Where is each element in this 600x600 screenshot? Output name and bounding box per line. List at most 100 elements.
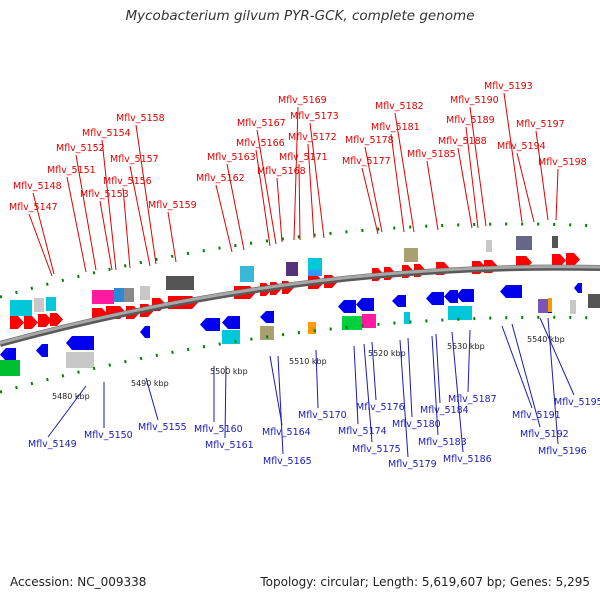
feature-box	[92, 290, 114, 304]
gene-label-mflv-5159: Mflv_5159	[148, 200, 197, 211]
reverse-gene-arrow	[222, 316, 240, 329]
gene-label-mflv-5187: Mflv_5187	[448, 394, 497, 405]
feature-box	[404, 248, 418, 262]
feature-box	[240, 266, 254, 282]
feature-box	[260, 326, 274, 340]
leader-line	[539, 317, 575, 396]
leader-line	[426, 160, 439, 231]
leader-line	[224, 365, 227, 439]
reverse-gene-arrow	[392, 295, 406, 307]
gene-label-mflv-5198: Mflv_5198	[538, 157, 587, 168]
leader-line	[277, 355, 284, 455]
leader-line	[75, 154, 97, 271]
forward-gene-arrow	[566, 253, 580, 266]
scale-label: 5510 kbp	[289, 357, 327, 366]
leader-line	[361, 167, 379, 235]
gene-label-mflv-5153: Mflv_5153	[80, 189, 129, 200]
reverse-gene-arrow	[356, 298, 374, 311]
gene-label-mflv-5152: Mflv_5152	[56, 143, 105, 154]
gene-labels: 5480 kbp 5490 kbp 5500 kbp 5510 kbp 5520 kbp…	[9, 81, 600, 470]
scale-label: 5490 kbp	[131, 379, 169, 388]
leader-line	[122, 187, 131, 269]
gene-label-mflv-5194: Mflv_5194	[497, 141, 546, 152]
leader-line	[555, 168, 559, 221]
leader-line	[66, 176, 87, 273]
feature-box	[538, 299, 548, 313]
gene-label-mflv-5171: Mflv_5171	[279, 152, 328, 163]
genome-summary: Topology: circular; Length: 5,619,607 bp…	[260, 575, 590, 589]
feature-box	[46, 297, 56, 311]
feature-box	[124, 288, 134, 302]
gene-label-mflv-5181: Mflv_5181	[371, 122, 420, 133]
leader-line	[255, 149, 271, 247]
scale-label: 5520 kbp	[368, 349, 406, 358]
leader-line	[226, 163, 245, 251]
gene-label-mflv-5176: Mflv_5176	[356, 402, 405, 413]
reverse-gene-arrow	[36, 344, 48, 357]
genome-backbone	[0, 222, 600, 394]
leader-line	[99, 200, 113, 271]
feature-box	[570, 300, 576, 314]
reverse-gene-arrow	[0, 348, 16, 361]
gene-label-mflv-5173: Mflv_5173	[290, 111, 339, 122]
leader-line	[135, 124, 157, 265]
gene-label-mflv-5162: Mflv_5162	[196, 173, 245, 184]
gene-label-mflv-5196: Mflv_5196	[538, 446, 587, 457]
gene-label-mflv-5160: Mflv_5160	[194, 424, 243, 435]
feature-box	[342, 316, 362, 330]
feature-box	[0, 360, 20, 376]
leader-line	[364, 146, 383, 233]
leader-line	[32, 192, 55, 275]
leader-line	[457, 147, 473, 229]
gene-label-mflv-5163: Mflv_5163	[207, 152, 256, 163]
leader-line	[503, 92, 523, 223]
leader-line	[435, 333, 441, 404]
feature-box	[552, 236, 558, 248]
scale-label: 5540 kbp	[527, 335, 565, 344]
leader-line	[535, 130, 549, 221]
gene-label-mflv-5184: Mflv_5184	[420, 405, 469, 416]
leader-line	[276, 177, 283, 243]
leader-line	[256, 129, 277, 245]
leader-line	[399, 339, 409, 458]
gene-label-mflv-5195: Mflv_5195	[554, 397, 600, 408]
reverse-gene-arrow	[140, 326, 150, 338]
gene-label-mflv-5177: Mflv_5177	[342, 156, 391, 167]
leader-line	[469, 106, 487, 227]
gene-label-mflv-5190: Mflv_5190	[450, 95, 499, 106]
gene-label-mflv-5161: Mflv_5161	[205, 440, 254, 451]
feature-box	[140, 286, 150, 300]
feature-box	[222, 330, 240, 344]
feature-box	[10, 300, 32, 316]
gene-label-mflv-5166: Mflv_5166	[236, 138, 285, 149]
leader-line	[129, 165, 151, 267]
reverse-gene-arrow	[260, 311, 274, 323]
gene-label-mflv-5158: Mflv_5158	[116, 113, 165, 124]
feature-box	[286, 262, 298, 276]
gene-label-mflv-5189: Mflv_5189	[446, 115, 495, 126]
feature-tracks	[0, 236, 600, 376]
gene-label-mflv-5157: Mflv_5157	[110, 154, 159, 165]
feature-box	[308, 258, 322, 272]
gene-label-mflv-5180: Mflv_5180	[392, 419, 441, 430]
leader-line	[363, 343, 373, 443]
leader-line	[465, 126, 479, 229]
gene-label-mflv-5192: Mflv_5192	[520, 429, 569, 440]
forward-gene-arrow	[24, 316, 38, 329]
leader-line	[451, 331, 464, 453]
leader-line	[467, 329, 471, 393]
gene-label-mflv-5188: Mflv_5188	[438, 136, 487, 147]
leader-line	[511, 323, 541, 428]
gene-label-mflv-5168: Mflv_5168	[257, 166, 306, 177]
gene-label-mflv-5182: Mflv_5182	[375, 101, 424, 112]
forward-gene-arrow	[552, 254, 566, 267]
leader-line	[431, 335, 439, 436]
gene-label-mflv-5193: Mflv_5193	[484, 81, 533, 92]
gene-label-mflv-5147: Mflv_5147	[9, 202, 58, 213]
leader-line	[407, 337, 413, 418]
feature-box	[362, 314, 376, 328]
gene-label-mflv-5150: Mflv_5150	[84, 430, 133, 441]
leader-line	[47, 385, 87, 438]
gene-label-mflv-5148: Mflv_5148	[13, 181, 62, 192]
